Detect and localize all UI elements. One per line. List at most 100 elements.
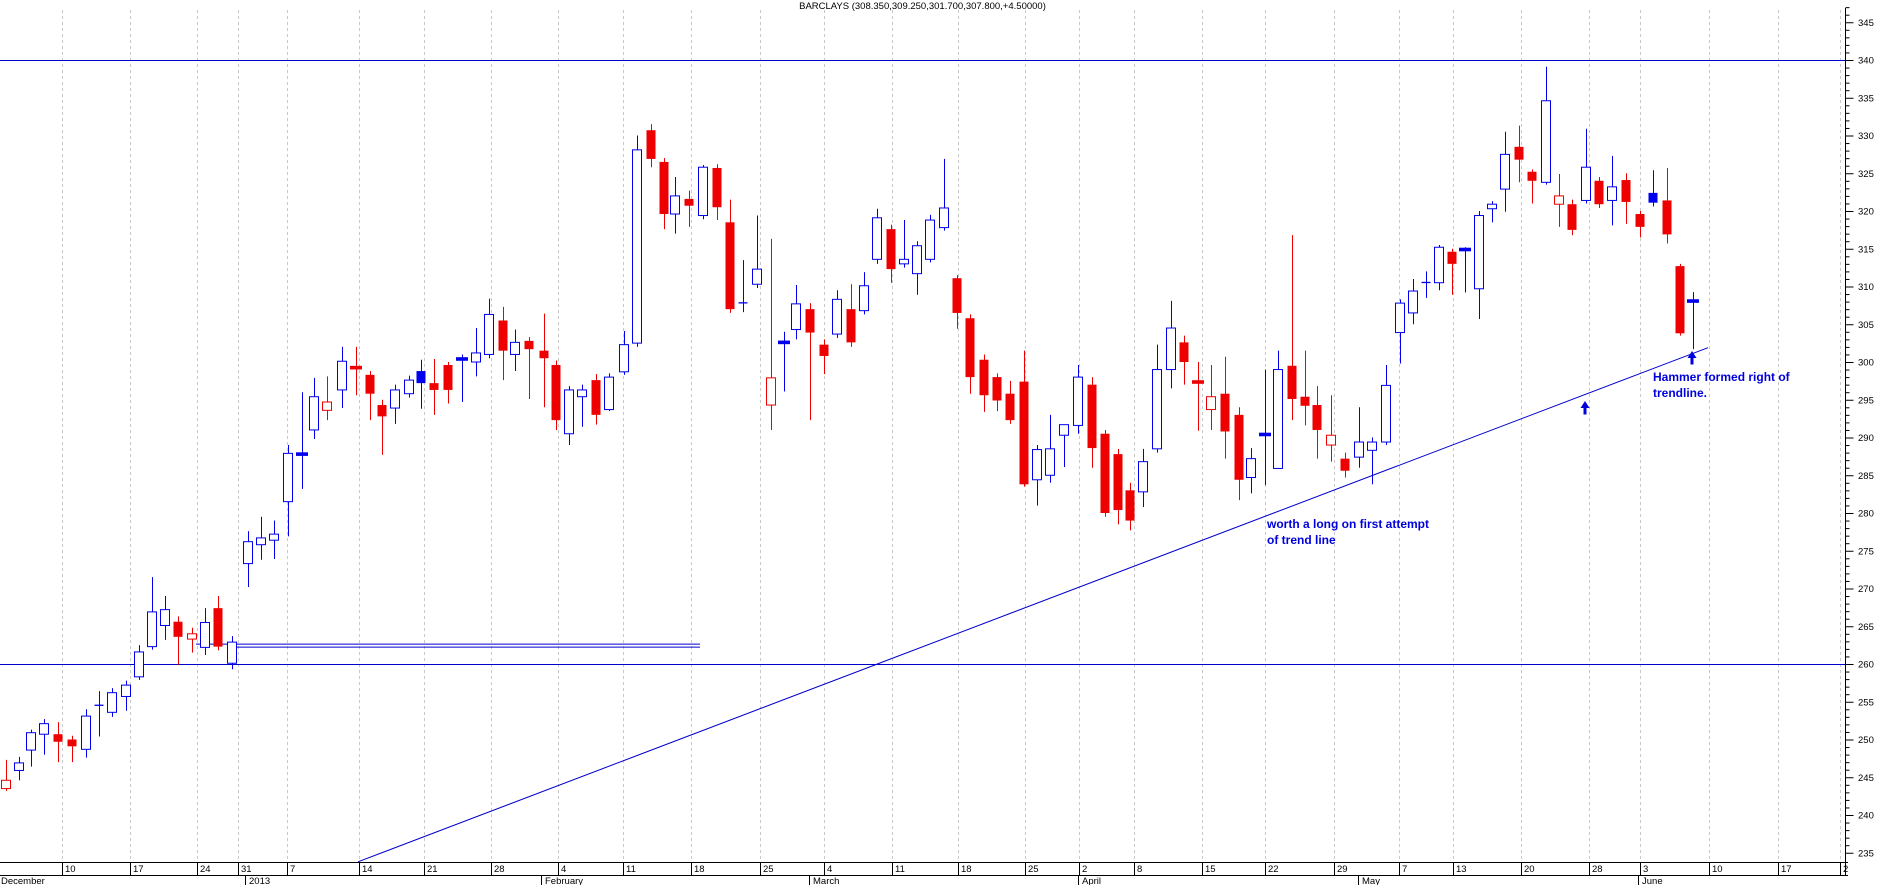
x-axis: 10 17 24 31 7 14 21 28 4 11 18 25 4 11 18 25 2 8 15 22 29 7 13… xyxy=(0,862,1848,885)
candle xyxy=(1594,177,1604,208)
x-axis-month-label: June xyxy=(1642,876,1663,885)
candle xyxy=(365,371,375,421)
candle xyxy=(832,290,842,338)
y-axis-label: 300 xyxy=(1858,358,1874,369)
candle xyxy=(1,759,11,791)
annotation-line: of trend line xyxy=(1267,533,1336,547)
x-axis-week-label: 17 xyxy=(133,864,144,875)
candle xyxy=(187,627,197,653)
up-arrow-0[interactable] xyxy=(1580,401,1590,415)
candle xyxy=(456,354,468,403)
candle xyxy=(738,260,748,313)
candle xyxy=(1567,199,1577,236)
y-axis-label: 235 xyxy=(1858,848,1874,859)
candle xyxy=(646,124,656,168)
annotation-worth-a-long[interactable]: worth a long on first attempt of trend l… xyxy=(1267,516,1429,548)
x-axis-month-label: February xyxy=(545,876,583,885)
candle xyxy=(121,680,131,711)
candle xyxy=(94,691,104,737)
candle xyxy=(619,331,629,375)
candle xyxy=(213,596,223,651)
y-axis-label: 240 xyxy=(1858,811,1874,822)
candle xyxy=(752,215,762,289)
candle xyxy=(939,158,949,231)
y-axis-label: 340 xyxy=(1858,56,1874,67)
candle xyxy=(498,306,508,381)
x-axis-week-label: 15 xyxy=(1205,864,1216,875)
candle xyxy=(1607,155,1617,226)
candle xyxy=(1621,173,1631,224)
candle xyxy=(1005,380,1015,424)
x-axis-week-label: 25 xyxy=(763,864,774,875)
candle xyxy=(390,384,400,424)
candle xyxy=(1206,365,1216,430)
y-axis-label: 345 xyxy=(1858,18,1874,29)
candle xyxy=(39,719,49,755)
candle xyxy=(1259,369,1271,486)
candle xyxy=(404,375,414,398)
candle xyxy=(1340,452,1350,478)
candle xyxy=(1381,365,1391,446)
candle xyxy=(1032,445,1042,506)
candle xyxy=(1287,235,1297,421)
candle xyxy=(53,722,63,763)
candle xyxy=(337,346,347,409)
candle xyxy=(1273,350,1283,469)
candle xyxy=(1500,131,1510,212)
x-axis-week-label: 11 xyxy=(895,864,905,875)
candle xyxy=(1648,170,1658,207)
x-axis-week-label: 17 xyxy=(1781,864,1792,875)
x-axis-week-label: 14 xyxy=(362,864,373,875)
candle xyxy=(564,386,574,446)
candle xyxy=(416,359,426,409)
uptrend-line[interactable] xyxy=(357,347,1709,863)
candle xyxy=(1073,365,1083,434)
weekly-gridlines xyxy=(62,10,1841,862)
x-axis-week-label: 22 xyxy=(1268,864,1279,875)
up-arrow-1[interactable] xyxy=(1687,351,1697,365)
x-axis-week-label: 7 xyxy=(290,864,295,875)
candle xyxy=(872,208,882,264)
x-axis-week-label: 4 xyxy=(827,864,832,875)
candle xyxy=(1045,414,1055,483)
candle xyxy=(992,373,1002,412)
y-axis-label: 305 xyxy=(1858,320,1874,331)
candle xyxy=(1019,350,1029,487)
annotation-line: trendline. xyxy=(1653,386,1708,400)
y-axis: 345 340 335 330 325 320 315 310 305 300 295 290 285 2… xyxy=(1845,7,1874,876)
candle xyxy=(1541,66,1551,185)
candle xyxy=(227,636,237,670)
candle xyxy=(979,354,989,412)
candle xyxy=(1395,299,1405,364)
candle xyxy=(791,284,801,340)
candle xyxy=(269,520,279,560)
candle xyxy=(591,374,601,425)
candle xyxy=(1487,201,1497,223)
annotation-line: Hammer formed right of xyxy=(1653,370,1790,384)
candle xyxy=(805,303,815,421)
x-axis-week-label: 18 xyxy=(694,864,705,875)
candle xyxy=(524,337,534,399)
candle xyxy=(443,362,453,404)
x-axis-week-label: 3 xyxy=(1643,864,1648,875)
candle xyxy=(67,735,77,763)
x-axis-month-label: 2013 xyxy=(249,876,270,885)
candle xyxy=(577,384,587,427)
candle xyxy=(698,164,708,220)
candle xyxy=(632,135,642,347)
y-axis-label: 320 xyxy=(1858,207,1874,218)
candle xyxy=(200,608,210,655)
candle xyxy=(899,220,909,268)
candle xyxy=(912,241,922,295)
candle xyxy=(429,358,439,415)
candle xyxy=(1459,247,1471,293)
candle xyxy=(1662,167,1672,244)
x-axis-week-label: 24 xyxy=(200,864,211,875)
x-axis-week-label: 25 xyxy=(1028,864,1039,875)
candle xyxy=(81,709,91,758)
y-axis-label: 335 xyxy=(1858,93,1874,104)
candle xyxy=(256,516,266,560)
y-axis-label: 260 xyxy=(1858,660,1874,671)
x-axis-week-label: 7 xyxy=(1402,864,1407,875)
annotation-hammer[interactable]: Hammer formed right of trendline. xyxy=(1653,369,1790,401)
